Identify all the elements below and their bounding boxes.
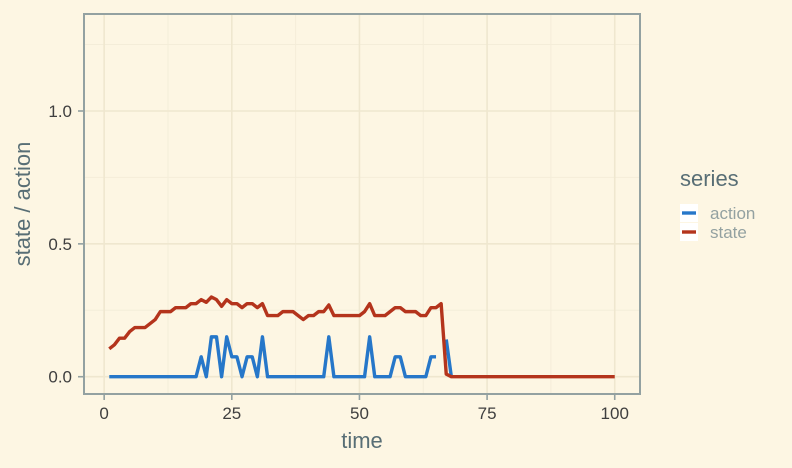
- legend-title: series: [680, 166, 739, 191]
- x-tick-label: 50: [350, 404, 369, 423]
- x-tick-label: 100: [601, 404, 629, 423]
- y-axis-title: state / action: [10, 142, 35, 267]
- x-tick-label: 75: [478, 404, 497, 423]
- legend-item-state: state: [680, 223, 747, 242]
- legend-label-action: action: [710, 204, 755, 223]
- y-tick-label: 1.0: [48, 102, 72, 121]
- x-axis-title: time: [341, 428, 383, 453]
- series-lines: [108, 295, 615, 379]
- y-tick-label: 0.0: [48, 368, 72, 387]
- legend-item-action: action: [680, 204, 755, 223]
- axis-ticks: 0 25 50 75 100 0.0 0.5 1.0: [48, 102, 629, 423]
- panel-border: [83, 13, 641, 395]
- series-line-action: [109, 335, 454, 379]
- x-tick-label: 25: [222, 404, 241, 423]
- series-line-state: [108, 295, 615, 379]
- legend-label-state: state: [710, 223, 747, 242]
- x-tick-label: 0: [99, 404, 108, 423]
- y-tick-label: 0.5: [48, 235, 72, 254]
